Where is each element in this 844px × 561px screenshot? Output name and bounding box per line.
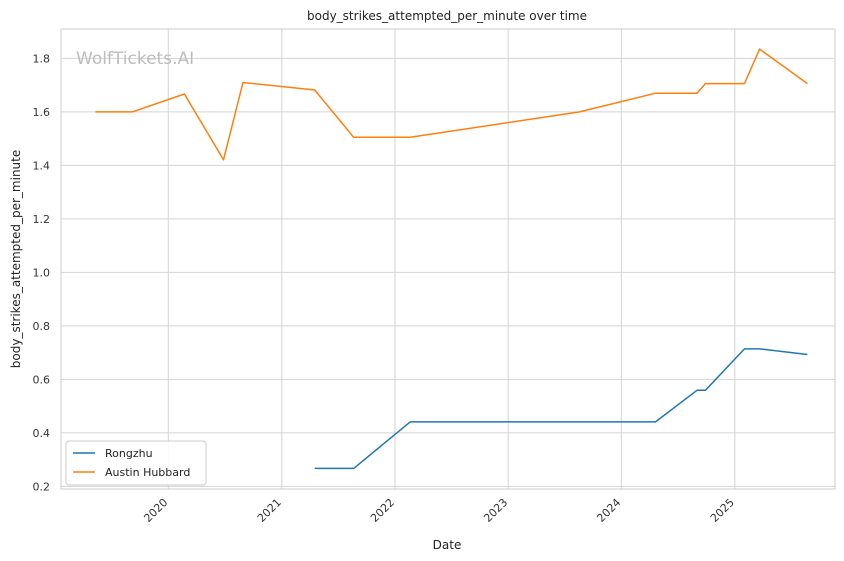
y-tick-label: 1.8 [33, 52, 51, 65]
y-tick-label: 1.6 [33, 106, 51, 119]
x-axis-label: Date [433, 538, 462, 552]
legend-box [65, 440, 207, 486]
x-tick-label: 2024 [594, 496, 623, 525]
series-line-rongzhu [314, 348, 808, 470]
y-tick-label: 1.4 [33, 159, 51, 172]
y-tick-label: 0.2 [33, 480, 51, 493]
x-tick-label: 2022 [368, 496, 397, 525]
y-tick-label: 0.6 [33, 373, 51, 386]
chart-title: body_strikes_attempted_per_minute over t… [307, 9, 587, 23]
y-tick-label: 0.8 [33, 320, 51, 333]
y-tick-labels: 0.2 0.4 0.6 0.8 1.0 1.2 1.4 1.6 1.8 [33, 52, 51, 493]
y-tick-label: 1.0 [33, 266, 51, 279]
y-tick-label: 0.4 [33, 427, 51, 440]
x-tick-label: 2023 [481, 496, 510, 525]
x-tick-label: 2025 [708, 496, 737, 525]
series-line-austin-hubbard [95, 48, 808, 161]
series-lines [95, 48, 808, 470]
x-tick-labels: 2020 2021 2022 2023 2024 2025 [141, 496, 737, 525]
y-axis-label: body_strikes_attempted_per_minute [9, 150, 23, 368]
plot-frame [60, 28, 836, 490]
legend-label: Austin Hubbard [105, 466, 190, 479]
x-tick-label: 2020 [141, 496, 170, 525]
legend-label: Rongzhu [105, 447, 153, 460]
watermark: WolfTickets.AI [76, 49, 194, 69]
y-tick-label: 1.2 [33, 213, 51, 226]
grid [61, 29, 835, 489]
x-tick-label: 2021 [255, 496, 284, 525]
legend: Rongzhu Austin Hubbard [65, 440, 207, 486]
